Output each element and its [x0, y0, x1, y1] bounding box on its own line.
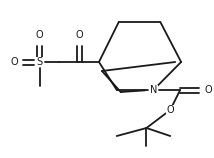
Text: O: O: [10, 57, 18, 67]
Text: S: S: [37, 57, 43, 67]
Text: N: N: [150, 85, 157, 95]
Text: O: O: [205, 85, 213, 95]
Text: O: O: [75, 30, 83, 40]
Text: O: O: [36, 30, 43, 40]
Text: O: O: [166, 105, 174, 115]
